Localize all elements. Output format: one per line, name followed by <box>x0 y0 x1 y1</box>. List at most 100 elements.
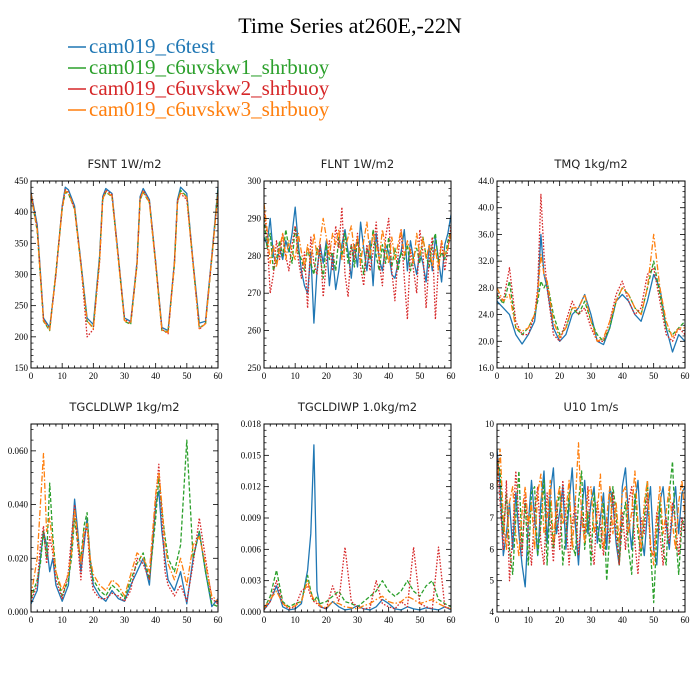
x-tick-label: 20 <box>322 615 332 625</box>
y-tick-label: 44.0 <box>478 176 494 186</box>
x-tick-label: 20 <box>322 371 332 381</box>
series-line <box>497 233 685 342</box>
plot-frame <box>263 423 452 613</box>
y-tick-label: 32.0 <box>478 256 494 266</box>
series-line <box>497 260 685 342</box>
x-tick-label: 60 <box>447 371 457 381</box>
legend: cam019_c6testcam019_c6uvskw1_shrbuoycam0… <box>68 34 330 121</box>
panel: U10 1m/s 0 10 20 30 40 50 60 4 5 6 7 8 9 10 <box>485 400 690 625</box>
plot-frame <box>30 180 219 369</box>
x-tick-label: 40 <box>384 371 394 381</box>
x-tick-label: 30 <box>120 615 130 625</box>
y-tick-label: 250 <box>248 363 262 373</box>
y-tick-label: 200 <box>15 332 29 342</box>
x-tick-label: 50 <box>415 371 425 381</box>
panels: FSNT 1W/m20 10 20 30 40 50 6015020025030035040… <box>8 157 690 625</box>
y-tick-label: 300 <box>248 176 262 186</box>
panel-title: FLNT 1W/m2 <box>321 157 394 171</box>
figure-title: Time Series at260E,-22N <box>238 13 462 38</box>
x-tick-label: 60 <box>214 615 224 625</box>
y-tick-label: 0.015 <box>241 450 262 460</box>
x-tick-label: 60 <box>447 615 457 625</box>
series-line <box>497 442 685 566</box>
series-line <box>31 439 218 608</box>
x-tick-label: 0 <box>29 371 34 381</box>
y-tick-label: 0.060 <box>8 446 29 456</box>
panel-title: U10 1m/s <box>563 400 618 414</box>
series-line <box>31 190 218 334</box>
x-tick-label: 10 <box>291 615 301 625</box>
panel: TGCLDLWP 1kg/m2 0 10 20 30 40 50 60 0.000 0.020 0.… <box>8 400 223 625</box>
y-tick-label: 0.000 <box>241 607 262 617</box>
x-tick-label: 10 <box>58 371 68 381</box>
series-line <box>497 233 685 353</box>
y-tick-label: 7 <box>490 513 495 523</box>
y-tick-label: 28.0 <box>478 283 494 293</box>
y-tick-label: 16.0 <box>478 363 494 373</box>
x-tick-label: 10 <box>524 371 534 381</box>
y-tick-label: 0.018 <box>241 419 262 429</box>
y-tick-label: 280 <box>248 251 262 261</box>
x-tick-label: 40 <box>618 371 628 381</box>
legend-entry: cam019_c6uvskw2_shrbuoy <box>89 76 330 100</box>
y-tick-label: 4 <box>490 607 495 617</box>
y-tick-label: 20.0 <box>478 336 494 346</box>
series-line <box>31 189 218 333</box>
series-line <box>264 444 451 611</box>
series-line <box>264 218 451 279</box>
x-tick-label: 30 <box>120 371 130 381</box>
x-tick-label: 50 <box>182 371 192 381</box>
series-line <box>264 206 451 324</box>
x-tick-label: 50 <box>415 615 425 625</box>
y-tick-label: 350 <box>15 238 29 248</box>
x-tick-label: 0 <box>262 371 267 381</box>
series-line <box>264 580 451 610</box>
y-tick-label: 0.009 <box>241 513 262 523</box>
x-tick-label: 60 <box>681 371 691 381</box>
x-tick-label: 10 <box>58 615 68 625</box>
y-tick-label: 36.0 <box>478 229 494 239</box>
x-tick-label: 0 <box>495 615 500 625</box>
panel: TMQ 1kg/m2 0 10 20 30 40 50 60 16.0 20.0 24.0 28.0 3… <box>478 157 690 381</box>
y-tick-label: 9 <box>490 450 495 460</box>
series-line <box>264 203 451 272</box>
x-tick-label: 40 <box>151 371 161 381</box>
x-tick-label: 40 <box>151 615 161 625</box>
panel-title: FSNT 1W/m2 <box>87 157 161 171</box>
x-tick-label: 50 <box>182 615 192 625</box>
y-tick-label: 150 <box>15 363 29 373</box>
x-tick-label: 0 <box>29 615 34 625</box>
x-tick-label: 60 <box>214 371 224 381</box>
x-tick-label: 10 <box>524 615 534 625</box>
y-tick-label: 270 <box>248 288 262 298</box>
y-tick-label: 0.020 <box>8 553 29 563</box>
y-tick-label: 24.0 <box>478 310 494 320</box>
y-tick-label: 290 <box>248 213 262 223</box>
y-tick-label: 0.040 <box>8 500 29 510</box>
x-tick-label: 20 <box>555 615 565 625</box>
legend-entry: cam019_c6uvskw3_shrbuoy <box>89 97 330 121</box>
x-tick-label: 20 <box>89 371 99 381</box>
y-tick-label: 0.000 <box>8 607 29 617</box>
legend-entry: cam019_c6test <box>89 34 215 58</box>
series-line <box>497 460 685 604</box>
x-tick-label: 0 <box>262 615 267 625</box>
y-tick-label: 0.012 <box>241 482 261 492</box>
x-tick-label: 20 <box>89 615 99 625</box>
x-tick-label: 30 <box>353 371 363 381</box>
series-line <box>497 193 685 342</box>
x-tick-label: 50 <box>649 371 659 381</box>
series-line <box>264 546 451 611</box>
y-tick-label: 0.003 <box>241 576 262 586</box>
y-tick-label: 10 <box>485 419 495 429</box>
y-tick-label: 450 <box>15 176 29 186</box>
y-tick-label: 5 <box>490 576 495 586</box>
y-tick-label: 40.0 <box>478 203 494 213</box>
panel: TGCLDIWP 1.0kg/m2 0 10 20 30 40 50 60 0.000 0.003… <box>241 400 456 625</box>
y-tick-label: 0.006 <box>241 544 262 554</box>
x-tick-label: 40 <box>384 615 394 625</box>
y-tick-label: 8 <box>490 482 495 492</box>
y-tick-label: 250 <box>15 301 29 311</box>
legend-entry: cam019_c6uvskw1_shrbuoy <box>89 55 330 79</box>
